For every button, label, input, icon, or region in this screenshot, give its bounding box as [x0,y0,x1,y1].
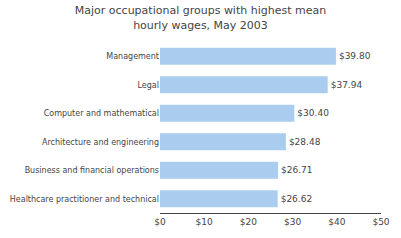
svg-text:$26.71: $26.71 [281,165,313,175]
svg-text:$28.48: $28.48 [289,137,321,147]
svg-text:Major occupational groups with: Major occupational groups with highest m… [75,4,326,31]
svg-text:Healthcare practitioner and te: Healthcare practitioner and technical [10,195,159,204]
svg-text:$40: $40 [328,217,345,227]
svg-text:Management: Management [106,52,159,61]
svg-text:$10: $10 [196,217,213,227]
svg-text:$30.40: $30.40 [297,108,329,118]
svg-text:$30: $30 [284,217,301,227]
svg-text:Business and financial operati: Business and financial operations [25,166,159,175]
svg-text:$39.80: $39.80 [339,51,371,61]
svg-text:$0: $0 [154,217,166,227]
svg-text:Computer and mathematical: Computer and mathematical [44,109,159,118]
svg-text:$37.94: $37.94 [331,80,363,90]
svg-text:$26.62: $26.62 [281,194,313,204]
svg-text:$20: $20 [240,217,257,227]
svg-text:$50: $50 [372,217,389,227]
svg-text:Legal: Legal [138,81,159,90]
svg-text:Architecture and engineering: Architecture and engineering [42,138,159,147]
